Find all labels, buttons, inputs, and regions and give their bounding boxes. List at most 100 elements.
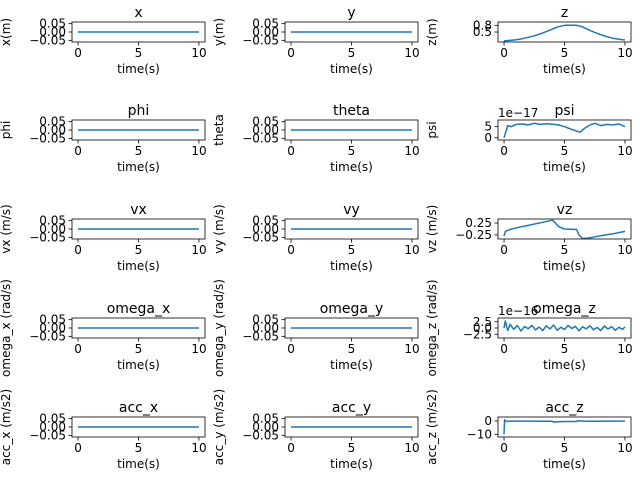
series-line — [503, 219, 626, 240]
y-tick-label: 0.00 — [252, 420, 279, 434]
y-tick-label: 2.5 — [473, 315, 492, 329]
y-tick-label: 0.00 — [252, 321, 279, 335]
subplot-title: acc_y — [332, 400, 371, 416]
y-tick-label: 0.00 — [39, 25, 66, 39]
y-offset-text: 1e−16 — [498, 304, 538, 318]
series-line — [503, 122, 626, 139]
x-tick-label: 0 — [74, 46, 82, 60]
x-tick-label: 0 — [500, 144, 508, 158]
subplot-title: vy — [343, 202, 360, 218]
x-axis-label: time(s) — [543, 358, 586, 372]
subplot-z: 0 5 10 0.50.8 z time(s) z(m) — [425, 5, 633, 76]
y-axis-label: phi — [0, 121, 13, 140]
x-tick-label: 5 — [348, 46, 356, 60]
y-axis-label: vx (m/s) — [0, 204, 13, 253]
series-line — [503, 419, 625, 435]
y-tick-label: 0.0 — [473, 321, 492, 335]
subplot-title: acc_x — [119, 400, 158, 416]
x-axis-label: time(s) — [543, 457, 586, 471]
x-tick-label: 0 — [500, 243, 508, 257]
y-axis-label: acc_z (m/s2) — [425, 389, 439, 465]
x-axis-label: time(s) — [543, 160, 586, 174]
x-tick-label: 5 — [135, 46, 143, 60]
x-tick-label: 5 — [135, 144, 143, 158]
y-axis-label: omega_z (rad/s) — [425, 279, 439, 376]
y-axis-label: omega_y (rad/s) — [212, 279, 226, 377]
y-tick-label: −0.05 — [29, 329, 66, 343]
x-tick-label: 10 — [191, 243, 206, 257]
subplot-title: acc_z — [545, 400, 583, 416]
subplot-y: 0 5 10 0.050.00−0.05 y time(s) y(m) — [212, 5, 420, 76]
x-tick-label: 10 — [191, 441, 206, 455]
x-axis-label: time(s) — [330, 62, 373, 76]
y-axis-label: acc_y (m/s2) — [212, 389, 226, 465]
y-tick-label: 0.00 — [39, 420, 66, 434]
y-axis-label: z(m) — [425, 18, 439, 45]
y-tick-label: −0.05 — [242, 329, 279, 343]
x-tick-label: 10 — [617, 46, 632, 60]
y-tick-label: −0.05 — [242, 428, 279, 442]
x-tick-label: 10 — [191, 144, 206, 158]
x-axis-label: time(s) — [330, 259, 373, 273]
x-tick-label: 10 — [404, 441, 419, 455]
y-tick-label: 0.00 — [39, 321, 66, 335]
y-tick-label: 0.00 — [39, 222, 66, 236]
y-tick-label: −0.05 — [242, 131, 279, 145]
subplot-title: phi — [128, 103, 150, 119]
x-tick-label: 10 — [404, 144, 419, 158]
subplot-title: z — [561, 5, 568, 21]
y-tick-label: 0.00 — [252, 123, 279, 137]
subplot-title: x — [134, 5, 142, 21]
y-tick-label: −0.25 — [455, 228, 492, 242]
x-tick-label: 0 — [74, 342, 82, 356]
y-tick-label: −0.05 — [242, 230, 279, 244]
x-axis-label: time(s) — [330, 160, 373, 174]
y-axis-label: vy (m/s) — [212, 204, 226, 253]
x-tick-label: 5 — [348, 144, 356, 158]
x-tick-label: 0 — [500, 342, 508, 356]
subplot-title: psi — [554, 103, 574, 119]
y-tick-label: 0.05 — [252, 115, 279, 129]
y-tick-label: −10 — [467, 427, 492, 441]
x-tick-label: 5 — [135, 441, 143, 455]
subplot-title: omega_z — [533, 301, 596, 317]
x-tick-label: 10 — [404, 243, 419, 257]
x-tick-label: 10 — [404, 46, 419, 60]
y-tick-label: −0.05 — [29, 230, 66, 244]
x-tick-label: 5 — [561, 342, 569, 356]
subplot-omega-x: 0 5 10 0.050.00−0.05 omega_x time(s) omega_x (… — [0, 279, 207, 377]
x-tick-label: 5 — [561, 441, 569, 455]
y-tick-label: 0 — [484, 414, 492, 428]
x-tick-label: 10 — [617, 441, 632, 455]
x-tick-label: 10 — [191, 46, 206, 60]
subplot-omega-y: 0 5 10 0.050.00−0.05 omega_y time(s) omega_y (… — [212, 279, 420, 377]
subplot-title: vx — [130, 202, 147, 218]
x-tick-label: 10 — [617, 144, 632, 158]
subplot-phi: 0 5 10 0.050.00−0.05 phi time(s) phi — [0, 103, 207, 174]
x-tick-label: 5 — [348, 342, 356, 356]
y-tick-label: 0.05 — [252, 17, 279, 31]
y-tick-label: 0.05 — [39, 412, 66, 426]
subplot-title: theta — [333, 103, 370, 119]
y-tick-label: 0.05 — [39, 313, 66, 327]
y-tick-label: 0.00 — [39, 123, 66, 137]
x-axis-label: time(s) — [117, 259, 160, 273]
series-line — [503, 24, 626, 42]
x-tick-label: 0 — [74, 441, 82, 455]
subplot-title: omega_y — [320, 301, 384, 317]
y-axis-label: x(m) — [0, 18, 13, 46]
x-tick-label: 5 — [135, 243, 143, 257]
y-tick-label: 0.05 — [39, 214, 66, 228]
x-axis-label: time(s) — [543, 62, 586, 76]
y-axis-label: theta — [212, 114, 226, 146]
y-tick-label: 0.00 — [252, 222, 279, 236]
subplot-title: vz — [557, 202, 573, 218]
y-tick-label: 0.05 — [252, 412, 279, 426]
y-tick-label: −0.05 — [242, 33, 279, 47]
x-tick-label: 0 — [500, 441, 508, 455]
y-tick-label: 5 — [484, 120, 492, 134]
y-tick-label: 0.8 — [473, 18, 492, 32]
subplot-theta: 0 5 10 0.050.00−0.05 theta time(s) theta — [212, 103, 420, 174]
y-axis-label: vz (m/s) — [425, 205, 439, 254]
